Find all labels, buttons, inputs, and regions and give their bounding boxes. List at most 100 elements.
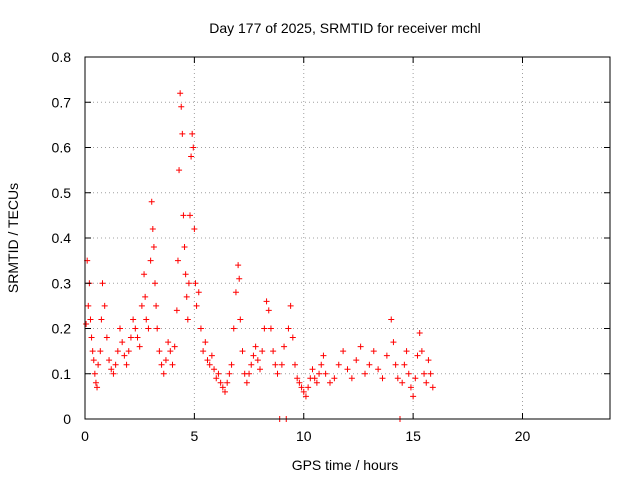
data-point (83, 320, 90, 327)
data-point (298, 384, 305, 391)
data-point (127, 334, 134, 341)
data-point (418, 348, 425, 355)
data-point (143, 316, 150, 323)
data-point (185, 280, 192, 287)
data-point (375, 366, 382, 373)
data-point (388, 316, 395, 323)
data-point (235, 262, 242, 269)
data-point (162, 357, 169, 364)
data-point (176, 167, 183, 174)
data-point (148, 198, 155, 205)
data-point (414, 352, 421, 359)
data-point (230, 325, 237, 332)
data-point (274, 370, 281, 377)
x-tick-label: 15 (405, 428, 421, 444)
data-point (236, 275, 243, 282)
data-point (106, 357, 113, 364)
data-point (394, 375, 401, 382)
data-point (407, 384, 414, 391)
data-point (267, 325, 274, 332)
data-point (94, 384, 101, 391)
data-point (178, 103, 185, 110)
data-point (190, 144, 197, 151)
data-point (313, 379, 320, 386)
data-point (281, 343, 288, 350)
data-point (88, 334, 95, 341)
data-point (134, 334, 141, 341)
data-point (183, 293, 190, 300)
data-point (331, 375, 338, 382)
data-point (125, 348, 132, 355)
data-point (320, 352, 327, 359)
data-point (257, 366, 263, 373)
data-point (130, 316, 137, 323)
data-point (272, 361, 279, 368)
data-point (181, 244, 188, 251)
x-tick-label: 20 (515, 428, 531, 444)
data-point (239, 348, 246, 355)
data-point (390, 339, 397, 346)
data-point (191, 225, 198, 232)
data-point (85, 302, 92, 309)
data-point (132, 325, 139, 332)
data-point (401, 361, 408, 368)
data-point (114, 348, 121, 355)
data-point (259, 348, 266, 355)
data-point (416, 330, 423, 337)
data-point (142, 293, 149, 300)
data-point (226, 370, 233, 377)
data-point (392, 361, 399, 368)
data-point (270, 348, 277, 355)
data-point (243, 379, 250, 386)
data-point (287, 302, 294, 309)
data-point (278, 361, 285, 368)
data-point (173, 307, 180, 314)
data-point (294, 375, 301, 382)
data-point (228, 361, 235, 368)
data-point (335, 361, 342, 368)
data-point (97, 348, 104, 355)
data-point (89, 348, 96, 355)
data-point (248, 361, 255, 368)
chart-title: Day 177 of 2025, SRMTID for receiver mch… (209, 20, 481, 36)
data-point (160, 370, 167, 377)
data-point (300, 388, 307, 395)
data-point (169, 361, 176, 368)
data-point (154, 325, 161, 332)
data-point (141, 271, 148, 278)
data-point (189, 130, 196, 137)
data-point (311, 375, 318, 382)
data-point (145, 325, 152, 332)
data-point (179, 130, 186, 137)
data-point (90, 357, 97, 364)
data-point (379, 375, 386, 382)
data-point (98, 316, 105, 323)
x-tick-label: 5 (190, 428, 198, 444)
data-point (265, 307, 272, 314)
data-point (112, 361, 119, 368)
data-point (174, 257, 181, 264)
data-point (344, 366, 351, 373)
data-point (217, 379, 224, 386)
data-point (285, 325, 292, 332)
data-point (187, 212, 193, 219)
y-tick-label: 0.4 (52, 230, 72, 246)
data-point (366, 361, 373, 368)
data-point (184, 316, 191, 323)
data-point (152, 280, 158, 287)
data-point (206, 361, 213, 368)
y-tick-label: 0.6 (52, 140, 72, 156)
y-tick-label: 0.8 (52, 49, 72, 65)
data-point (200, 348, 207, 355)
data-point (121, 352, 128, 359)
data-point (108, 366, 115, 373)
data-point (123, 361, 130, 368)
data-point (252, 343, 259, 350)
data-point (224, 379, 231, 386)
data-point (167, 348, 174, 355)
data-point (211, 366, 218, 373)
data-point (403, 348, 410, 355)
data-point (204, 357, 211, 364)
data-point (327, 379, 333, 386)
